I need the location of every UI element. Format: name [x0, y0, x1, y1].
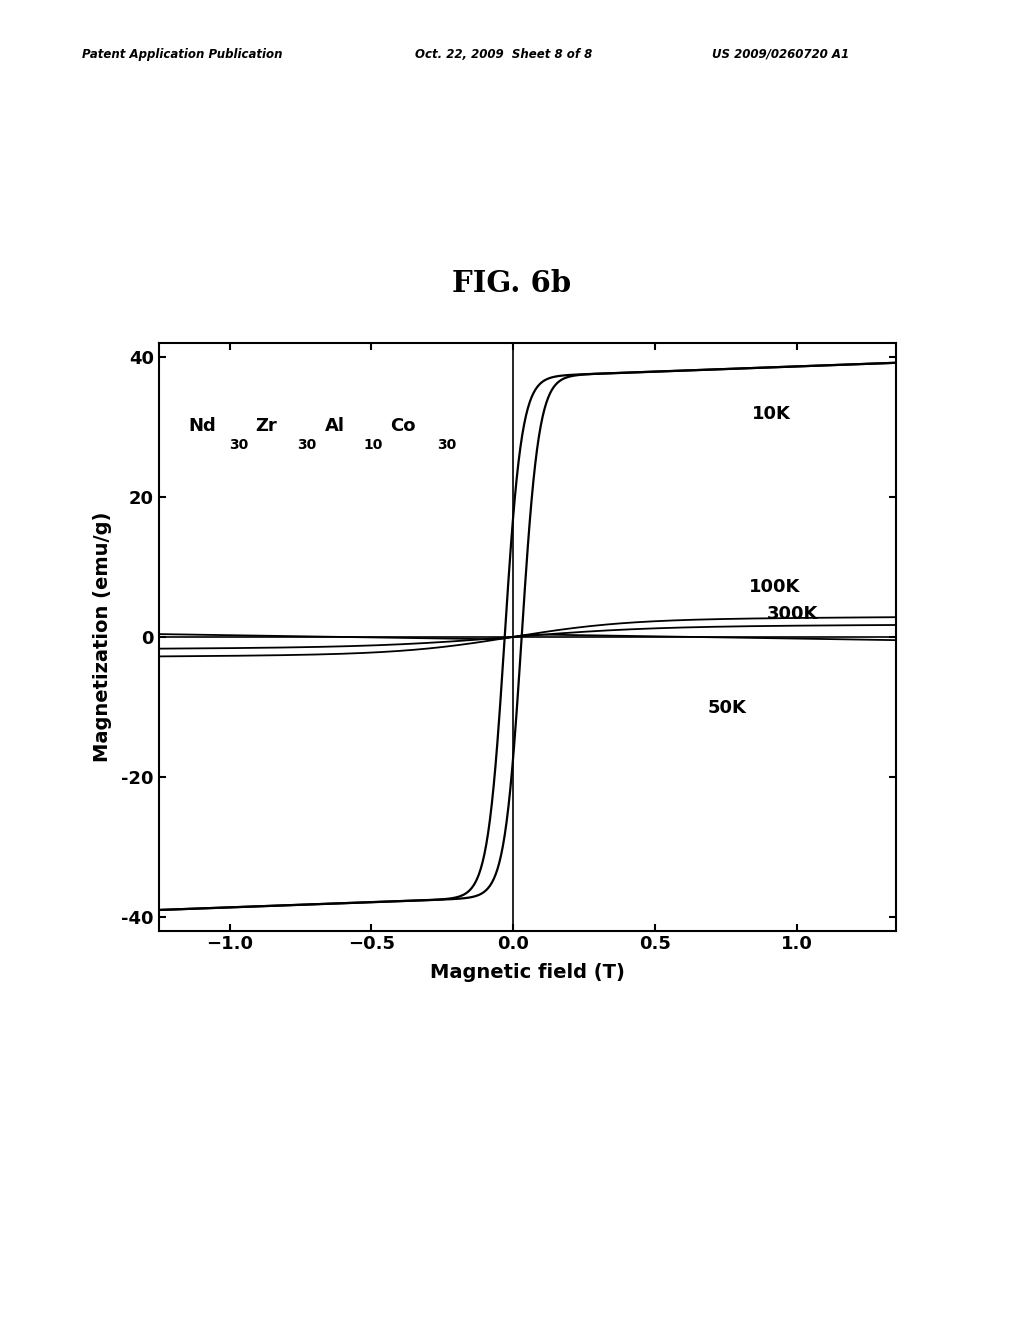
Text: 50K: 50K [708, 698, 746, 717]
Text: US 2009/0260720 A1: US 2009/0260720 A1 [712, 48, 849, 61]
Text: FIG. 6b: FIG. 6b [453, 269, 571, 298]
Text: Co: Co [390, 417, 416, 434]
Text: Patent Application Publication: Patent Application Publication [82, 48, 283, 61]
Text: 100K: 100K [749, 578, 800, 597]
X-axis label: Magnetic field (T): Magnetic field (T) [430, 964, 625, 982]
Text: Zr: Zr [255, 417, 278, 434]
Text: 30: 30 [228, 438, 248, 453]
Text: 30: 30 [297, 438, 316, 453]
Text: 30: 30 [436, 438, 456, 453]
Text: 10K: 10K [753, 405, 792, 422]
Text: Nd: Nd [188, 417, 216, 434]
Text: 10: 10 [364, 438, 383, 453]
Text: Al: Al [325, 417, 345, 434]
Text: Oct. 22, 2009  Sheet 8 of 8: Oct. 22, 2009 Sheet 8 of 8 [415, 48, 592, 61]
Y-axis label: Magnetization (emu/g): Magnetization (emu/g) [92, 512, 112, 762]
Text: 300K: 300K [767, 605, 818, 623]
